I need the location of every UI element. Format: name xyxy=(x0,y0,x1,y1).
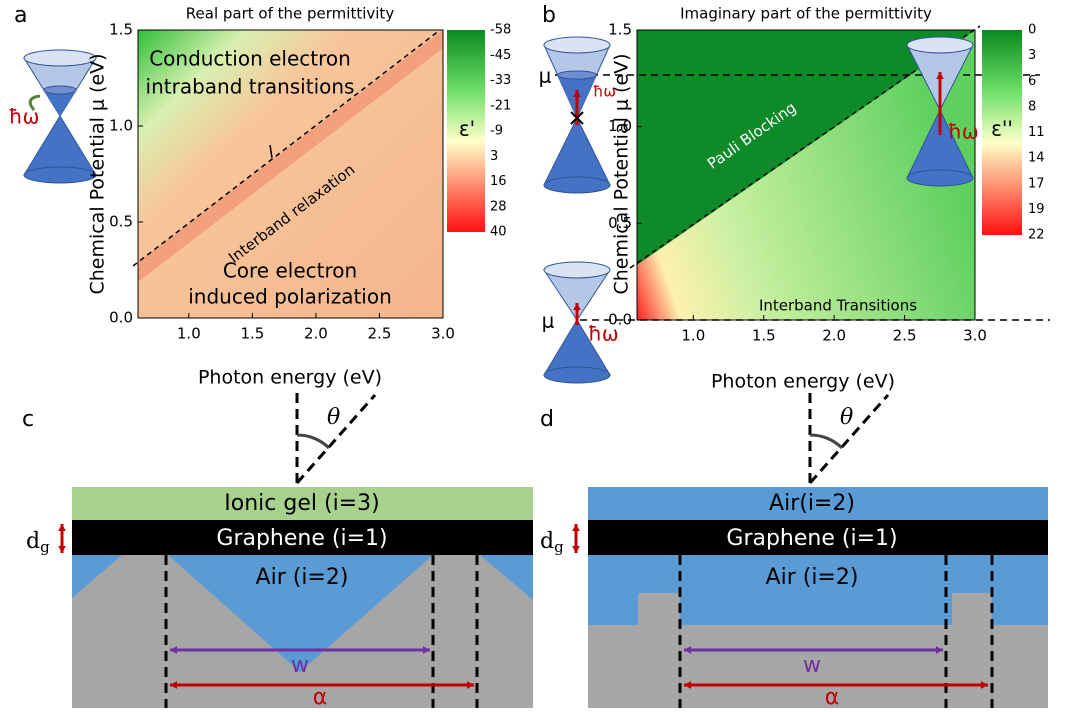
annotation: ħω xyxy=(948,120,979,144)
x-label: Photon energy (eV) xyxy=(711,371,895,393)
colorbar-tick-label: 8 xyxy=(1028,99,1036,114)
colorbar-tick-label: 16 xyxy=(490,174,507,189)
width-label: w xyxy=(803,653,821,678)
y-tick-label: 1.0 xyxy=(109,117,133,135)
colorbar-tick-label: -45 xyxy=(490,48,511,63)
colorbar-tick-label: -21 xyxy=(490,98,511,113)
thickness: d xyxy=(26,529,40,554)
colorbar-tick-label: 14 xyxy=(1028,151,1045,166)
colorbar-tick-label: 17 xyxy=(1028,176,1045,191)
x-tick-label: 3.0 xyxy=(963,327,987,345)
layer-label: Graphene (i=1) xyxy=(726,526,897,551)
panel-label: c xyxy=(22,407,34,432)
fermi-level xyxy=(44,86,76,94)
layer-label: Air (i=2) xyxy=(766,565,859,590)
colorbar-tick-label: 0 xyxy=(1028,23,1036,38)
x-tick-label: 1.5 xyxy=(752,327,776,345)
ridge xyxy=(638,593,680,625)
arrow-head xyxy=(58,524,66,531)
cone-rim xyxy=(544,262,610,278)
x-tick-label: 1.5 xyxy=(240,325,264,343)
colorbar-tick-label: 19 xyxy=(1028,202,1045,217)
fermi-level xyxy=(558,71,597,79)
panel-label: b xyxy=(542,3,556,28)
colorbar-tick-label: -9 xyxy=(490,124,503,139)
annotation: ħω xyxy=(593,83,616,101)
arrow-head xyxy=(572,546,580,553)
y-tick-label: 0.0 xyxy=(109,309,133,327)
x-tick-label: 1.0 xyxy=(681,327,705,345)
colorbar-tick-label: 3 xyxy=(1028,48,1036,63)
panel-label: a xyxy=(14,3,27,28)
width-label: w xyxy=(291,653,309,678)
colorbar-label: ε' xyxy=(459,117,475,141)
colorbar-tick-label: 40 xyxy=(490,225,507,240)
angle-arc xyxy=(810,435,842,448)
thickness: d xyxy=(540,529,554,554)
colorbar-tick-label: -33 xyxy=(490,73,511,88)
arrow-head xyxy=(572,524,580,531)
thickness-label: dg xyxy=(26,529,50,556)
y-label: Chemical Potential μ (eV) xyxy=(87,53,109,294)
colorbar-tick-label: 6 xyxy=(1028,74,1036,89)
colorbar-tick-label: -58 xyxy=(490,23,511,38)
colorbar-tick-label: 3 xyxy=(490,149,498,164)
x-tick-label: 1.0 xyxy=(177,325,201,343)
cone-rim xyxy=(24,50,96,66)
annotation: Interband Transitions xyxy=(759,297,917,315)
annotation: Core electron xyxy=(223,259,357,283)
thickness-sub: g xyxy=(554,538,564,556)
x-tick-label: 2.5 xyxy=(368,325,392,343)
title: Real part of the permittivity xyxy=(186,5,395,23)
annotation: induced polarization xyxy=(188,285,392,309)
y-tick-label: 1.5 xyxy=(608,21,632,39)
theta: θ xyxy=(840,405,853,430)
cone-rim xyxy=(544,177,610,193)
figure: 1.0 1.5 2.0 2.5 3.0 0.0 0.5 1.0 1.5 1.0 1.5 2.0 2.5 3… xyxy=(0,0,1081,712)
layer-label: Air(i=2) xyxy=(769,491,855,516)
y-tick-label: 0.5 xyxy=(109,213,133,231)
annotation: intraband transitions xyxy=(146,75,355,99)
cone-rim xyxy=(907,170,973,186)
y-tick-label: 1.5 xyxy=(109,21,133,39)
mu-label: μ xyxy=(542,309,555,333)
cone-rim xyxy=(907,37,973,53)
title: Imaginary part of the permittivity xyxy=(680,5,932,23)
panel-label: d xyxy=(540,407,554,432)
cone-lower xyxy=(544,118,610,185)
annotation: ħω xyxy=(588,322,619,346)
theta: θ xyxy=(327,405,340,430)
thickness-label: dg xyxy=(540,529,564,556)
cone-rim xyxy=(544,37,610,53)
angle-arc xyxy=(297,435,329,448)
mu-label: μ xyxy=(539,64,552,88)
annotation: Conduction electron xyxy=(149,47,351,71)
cone-rim xyxy=(24,167,96,183)
period-label: α xyxy=(313,685,328,710)
layer-label: Graphene (i=1) xyxy=(216,526,387,551)
colorbar-tick-label: 11 xyxy=(1028,125,1045,140)
x-label: Photon energy (eV) xyxy=(198,367,382,389)
layer-label: Ionic gel (i=3) xyxy=(224,491,379,516)
layer-label: Air (i=2) xyxy=(256,565,349,590)
colorbar-tick-label: 28 xyxy=(490,199,507,214)
ridge xyxy=(952,593,992,625)
period-label: α xyxy=(825,685,840,710)
arrow-head xyxy=(58,546,66,553)
annotation: ħω xyxy=(9,105,40,129)
colorbar-tick-label: 22 xyxy=(1028,228,1045,243)
thickness-sub: g xyxy=(40,538,50,556)
x-tick-label: 3.0 xyxy=(431,325,455,343)
cone-rim xyxy=(544,367,610,383)
x-tick-label: 2.0 xyxy=(304,325,328,343)
x-tick-label: 2.5 xyxy=(893,327,917,345)
colorbar-label: ε'' xyxy=(991,117,1013,141)
x-tick-label: 2.0 xyxy=(822,327,846,345)
